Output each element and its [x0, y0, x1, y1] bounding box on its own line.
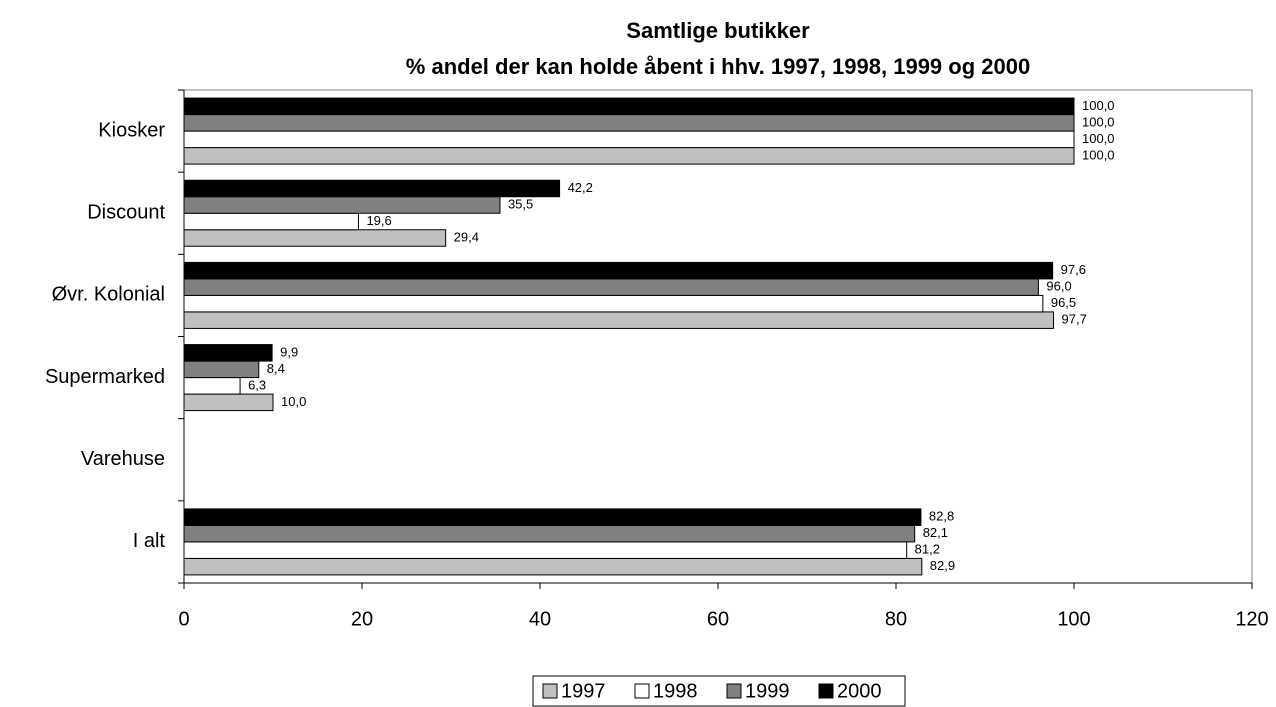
value-label: 35,5 [508, 196, 533, 211]
y-tick-label: I alt [133, 530, 166, 552]
bar [183, 360, 260, 379]
bar [183, 229, 447, 247]
bar [183, 147, 1075, 165]
value-label: 82,1 [923, 525, 948, 540]
bar [183, 294, 1044, 313]
y-tick-label: Øvr. Kolonial [52, 284, 165, 306]
bar [183, 196, 501, 214]
value-label: 42,2 [568, 180, 593, 195]
x-tick-label: 120 [1235, 608, 1268, 630]
x-tick-label: 100 [1057, 608, 1090, 630]
bar [183, 377, 241, 395]
legend-swatch [542, 683, 558, 699]
bar [183, 311, 1055, 329]
bar [183, 179, 561, 198]
value-label: 97,7 [1062, 312, 1087, 327]
y-tick-label: Discount [87, 202, 165, 224]
value-label: 8,4 [267, 361, 285, 376]
chart-title: Samtlige butikker [626, 18, 810, 43]
bar [183, 344, 273, 362]
y-tick-label: Kiosker [98, 119, 165, 141]
legend-label: 1997 [561, 680, 606, 702]
bar [183, 541, 908, 559]
bar [183, 393, 274, 412]
value-label: 82,8 [929, 509, 954, 524]
bar [183, 130, 1075, 149]
bar [183, 278, 1039, 296]
value-label: 100,0 [1082, 147, 1115, 162]
bar [183, 508, 922, 526]
y-tick-label: Varehuse [81, 448, 165, 470]
value-label: 10,0 [281, 394, 306, 409]
value-label: 19,6 [366, 213, 391, 228]
bar [183, 557, 923, 576]
x-tick-label: 60 [707, 608, 729, 630]
value-label: 6,3 [248, 377, 266, 392]
legend-label: 1998 [653, 680, 698, 702]
x-tick-label: 80 [885, 608, 907, 630]
legend-box [532, 675, 906, 707]
legend-label: 2000 [837, 680, 882, 702]
value-label: 97,6 [1061, 262, 1086, 277]
value-label: 9,9 [280, 344, 298, 359]
bar [183, 114, 1075, 132]
bar [183, 212, 359, 231]
y-tick-label: Supermarked [45, 366, 165, 388]
legend-swatch [634, 683, 650, 699]
x-tick-label: 0 [178, 608, 189, 630]
legend-swatch [726, 683, 742, 699]
legend-swatch [818, 683, 834, 699]
x-tick-label: 20 [351, 608, 373, 630]
value-label: 96,5 [1051, 295, 1076, 310]
value-label: 82,9 [930, 558, 955, 573]
value-label: 100,0 [1082, 114, 1115, 129]
value-label: 96,0 [1046, 279, 1071, 294]
bar [183, 97, 1075, 116]
chart-subtitle: % andel der kan holde åbent i hhv. 1997,… [406, 54, 1030, 79]
value-label: 100,0 [1082, 98, 1115, 113]
bar [183, 261, 1054, 280]
legend-label: 1999 [745, 680, 790, 702]
value-label: 29,4 [454, 229, 479, 244]
x-tick-label: 40 [529, 608, 551, 630]
value-label: 100,0 [1082, 131, 1115, 146]
bar [183, 524, 916, 543]
value-label: 81,2 [915, 542, 940, 557]
